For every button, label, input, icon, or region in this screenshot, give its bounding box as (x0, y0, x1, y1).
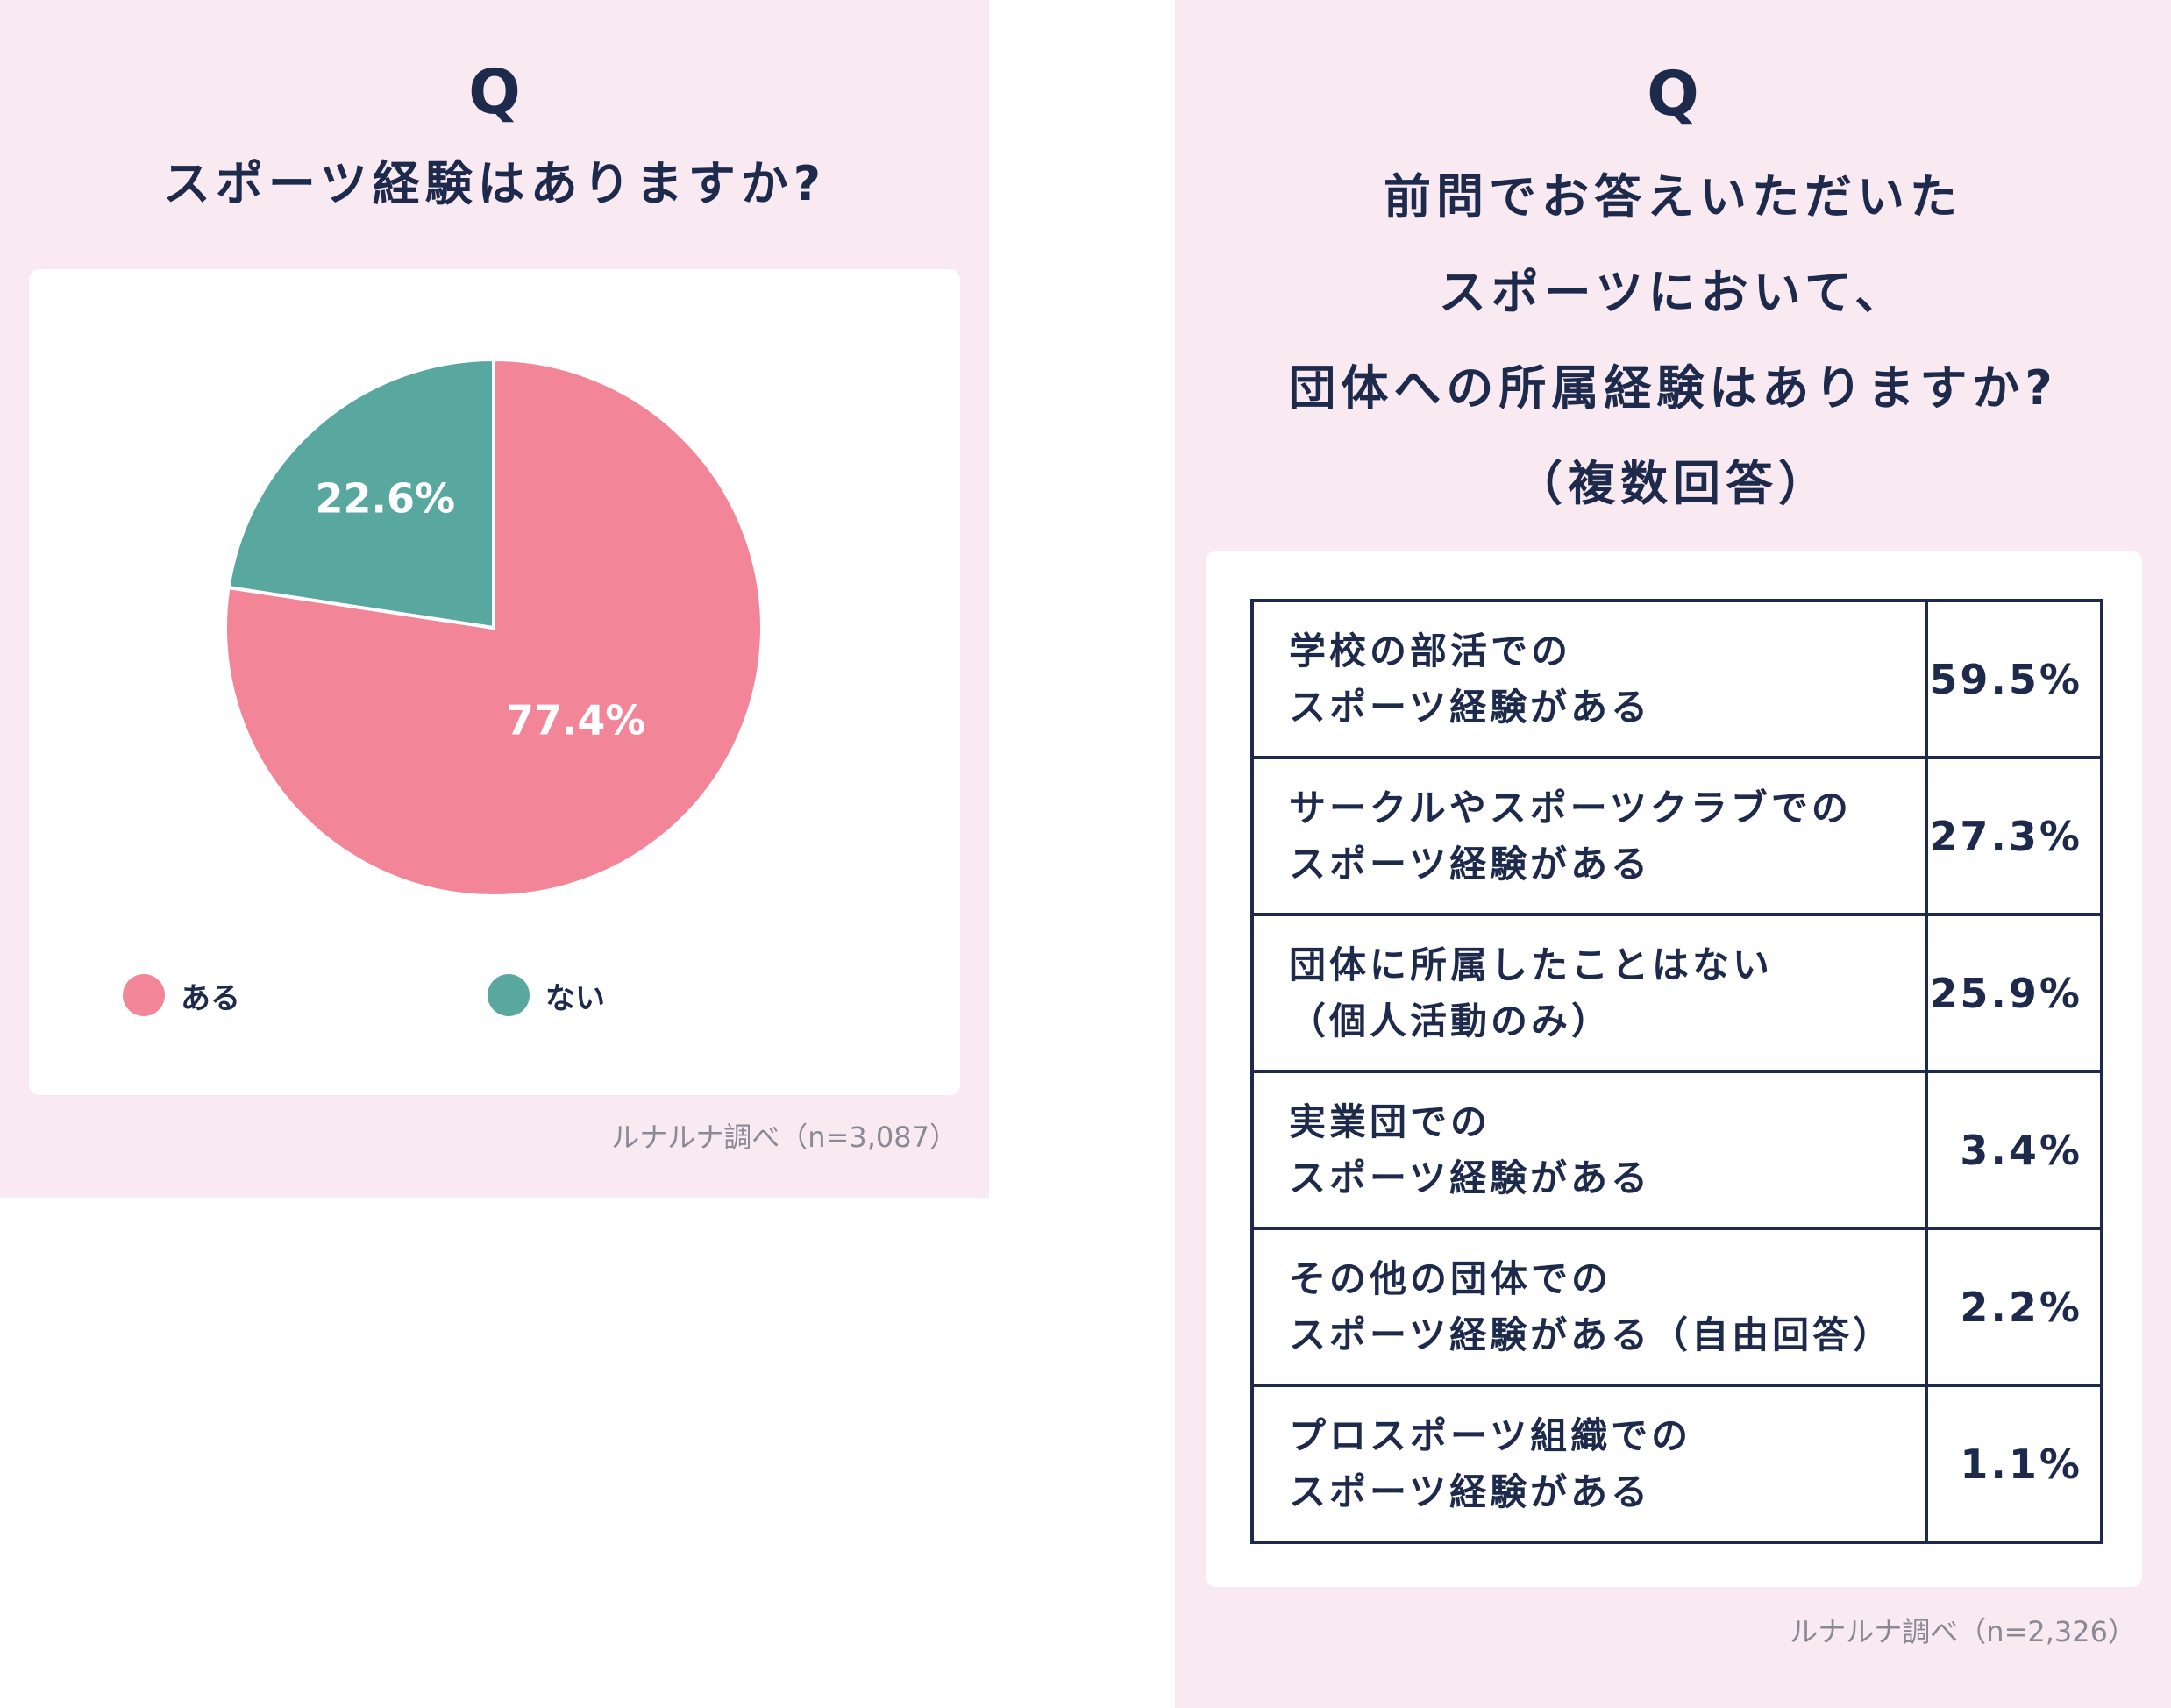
left-question-title-text: スポーツ経験はありますか? (162, 156, 827, 211)
right-source-note: ルナルナ調べ（n=2,326） (1790, 1615, 2136, 1648)
right-title-line: （複数回答） (1515, 456, 1831, 511)
left-question-title: スポーツ経験はありますか? (0, 153, 989, 215)
row-label-line: スポーツ経験がある (1289, 1156, 1652, 1199)
row-label: 実業団での スポーツ経験がある (1249, 1070, 1929, 1230)
table-row: プロスポーツ組織での スポーツ経験がある 1.1% (1249, 1384, 2103, 1544)
row-label-line: 実業団での (1289, 1100, 1491, 1143)
table-row: 団体に所属したことはない （個人活動のみ） 25.9% (1249, 913, 2103, 1073)
right-q-mark: Q (1647, 58, 1699, 130)
pie-label-aru: 77.4% (506, 697, 646, 744)
row-label-line: （個人活動のみ） (1289, 999, 1612, 1043)
legend-item-nai: ない (488, 973, 605, 1017)
table-row: 実業団での スポーツ経験がある 3.4% (1249, 1070, 2103, 1230)
left-panel: Q スポーツ経験はありますか? 77.4% 22.6% ある ない ルナルナ調べ（… (0, 0, 989, 1198)
pie-slice-nai (226, 357, 495, 630)
legend-label-aru: ある (181, 980, 240, 1016)
row-label: 団体に所属したことはない （個人活動のみ） (1249, 913, 1929, 1073)
row-value: 59.5% (1925, 599, 2103, 759)
pie-label-nai: 22.6% (316, 475, 456, 523)
pie-chart: 77.4% 22.6% (224, 357, 764, 898)
legend-label-nai: ない (545, 980, 605, 1016)
table-row: その他の団体での スポーツ経験がある（自由回答） 2.2% (1249, 1227, 2103, 1387)
left-source-note: ルナルナ調べ（n=3,087） (611, 1121, 957, 1154)
row-value: 27.3% (1925, 756, 2103, 916)
row-label: その他の団体での スポーツ経験がある（自由回答） (1249, 1227, 1929, 1387)
legend-swatch-aru (123, 974, 165, 1016)
row-label-line: スポーツ経験がある (1289, 842, 1652, 886)
row-value: 3.4% (1925, 1070, 2103, 1230)
row-label-line: その他の団体での (1289, 1256, 1612, 1300)
right-title-line: 団体への所属経験はありますか? (1288, 360, 2058, 416)
left-q-mark: Q (468, 56, 521, 128)
right-question-title: 前問でお答えいただいた スポーツにおいて、 団体への所属経験はありますか? （複… (1175, 149, 2171, 531)
row-value: 2.2% (1925, 1227, 2103, 1387)
row-label: 学校の部活での スポーツ経験がある (1249, 599, 1929, 759)
row-label-line: 団体に所属したことはない (1289, 943, 1774, 986)
row-label-line: 学校の部活での (1289, 629, 1572, 673)
row-label-line: スポーツ経験がある (1289, 685, 1652, 729)
row-label-line: スポーツ経験がある (1289, 1470, 1652, 1513)
row-value: 1.1% (1925, 1384, 2103, 1544)
right-title-line: スポーツにおいて、 (1438, 265, 1908, 320)
table-row: サークルやスポーツクラブでの スポーツ経験がある 27.3% (1249, 756, 2103, 916)
row-label-line: プロスポーツ組織での (1289, 1413, 1692, 1457)
row-label: プロスポーツ組織での スポーツ経験がある (1249, 1384, 1929, 1544)
pie-slice-aru (224, 357, 764, 898)
row-label: サークルやスポーツクラブでの スポーツ経験がある (1249, 756, 1929, 916)
row-label-line: スポーツ経験がある（自由回答） (1289, 1313, 1894, 1356)
row-label-line: サークルやスポーツクラブでの (1289, 786, 1852, 829)
table-row: 学校の部活での スポーツ経験がある 59.5% (1249, 599, 2103, 759)
right-title-line: 前問でお答えいただいた (1384, 169, 1962, 224)
legend-item-aru: ある (123, 973, 240, 1017)
results-table: 学校の部活での スポーツ経験がある 59.5% サークルやスポーツクラブでの ス… (1249, 599, 2103, 1544)
legend-swatch-nai (488, 974, 530, 1016)
row-value: 25.9% (1925, 913, 2103, 1073)
